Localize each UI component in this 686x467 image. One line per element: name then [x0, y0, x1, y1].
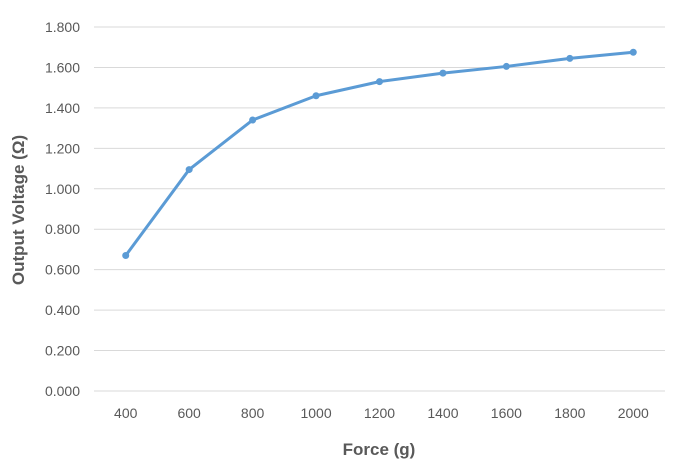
- x-tick-label: 600: [177, 405, 201, 421]
- y-axis-ticks: 0.000 0.200 0.400 0.600 0.800 1.000 1.200 1.400…: [45, 19, 80, 399]
- data-point: [312, 92, 320, 100]
- y-tick-label: 1.800: [45, 19, 80, 35]
- x-tick-label: 2000: [618, 405, 649, 421]
- data-point: [376, 78, 383, 86]
- y-axis-title: Output Voltage (Ω): [9, 135, 28, 285]
- x-tick-label: 1400: [427, 405, 458, 421]
- data-point: [502, 62, 510, 70]
- x-tick-label: 1800: [554, 405, 585, 421]
- data-point: [185, 166, 193, 174]
- data-point: [566, 54, 574, 62]
- y-tick-label: 0.800: [45, 221, 80, 237]
- y-tick-label: 1.400: [45, 100, 80, 116]
- y-tick-label: 0.000: [45, 383, 80, 399]
- gridlines: [94, 26, 665, 392]
- y-tick-label: 0.400: [45, 302, 80, 318]
- x-tick-label: 1200: [364, 405, 395, 421]
- y-tick-label: 1.600: [45, 59, 80, 75]
- y-tick-label: 1.200: [45, 140, 80, 156]
- series-layer: [122, 48, 637, 260]
- data-point: [629, 48, 637, 56]
- y-tick-label: 1.000: [45, 181, 80, 197]
- data-point: [249, 116, 257, 124]
- y-tick-label: 0.200: [45, 343, 80, 359]
- x-tick-label: 400: [114, 405, 138, 421]
- x-tick-label: 800: [241, 405, 265, 421]
- x-axis-title: Force (g): [343, 440, 416, 459]
- x-tick-label: 1600: [491, 405, 522, 421]
- data-point: [122, 252, 130, 260]
- y-tick-label: 0.600: [45, 262, 80, 278]
- x-axis-ticks: 400 600 800 1000 1200 1400 1600 1800 2000: [114, 405, 649, 421]
- data-point: [439, 69, 447, 77]
- x-tick-label: 1000: [300, 405, 331, 421]
